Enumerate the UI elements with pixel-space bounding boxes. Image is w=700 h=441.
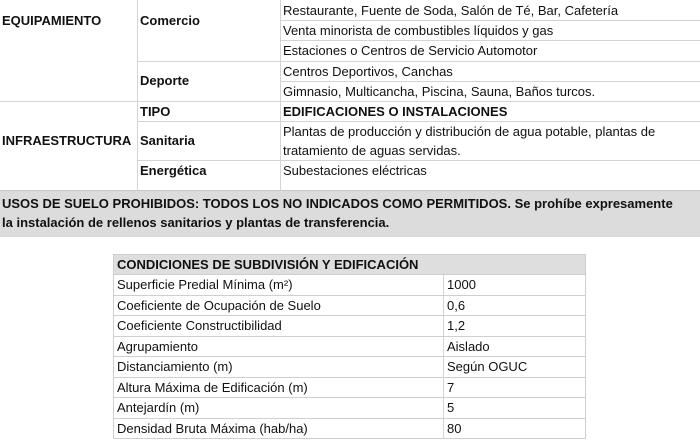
category-infraestructura: INFRAESTRUCTURA: [2, 133, 132, 148]
condition-value: Aislado: [447, 338, 490, 354]
use-item: Plantas de producción y distribución de …: [283, 124, 656, 139]
condition-row: Densidad Bruta Máxima (hab/ha) 80: [113, 418, 586, 439]
condition-value: 80: [447, 420, 462, 436]
condition-row: Superficie Predial Mínima (m²) 1000: [113, 275, 586, 296]
condition-label: Altura Máxima de Edificación (m): [117, 379, 308, 395]
condition-label: Coeficiente de Ocupación de Suelo: [117, 297, 321, 313]
condition-label: Superficie Predial Mínima (m²): [117, 277, 293, 292]
condition-value: Según OGUC: [447, 359, 528, 374]
use-item: Gimnasio, Multicancha, Piscina, Sauna, B…: [283, 84, 596, 99]
condition-value: 0,6: [447, 297, 466, 313]
use-item: Venta minorista de combustibles líquidos…: [283, 23, 554, 38]
use-item: Estaciones o Centros de Servicio Automot…: [283, 43, 538, 58]
condition-value: 7: [447, 379, 455, 395]
subcategory-comercio: Comercio: [140, 13, 200, 28]
condition-row: Antejardín (m) 5: [113, 398, 586, 419]
condition-row: Coeficiente Constructibilidad 1,2: [113, 316, 586, 337]
condition-row: Distanciamiento (m) Según OGUC: [113, 357, 586, 378]
use-item: Restaurante, Fuente de Soda, Salón de Té…: [283, 3, 619, 18]
condition-value: 5: [447, 400, 455, 415]
condition-label: Distanciamiento (m): [117, 359, 233, 374]
condition-label: Densidad Bruta Máxima (hab/ha): [117, 420, 308, 436]
condition-row: Agrupamiento Aislado: [113, 336, 586, 357]
subcategory-energetica: Energética: [140, 163, 207, 178]
category-equipamiento: EQUIPAMIENTO: [2, 13, 102, 28]
condition-value: 1,2: [447, 318, 466, 333]
condition-row: Coeficiente de Ocupación de Suelo 0,6: [113, 295, 586, 316]
condition-label: Agrupamiento: [117, 338, 198, 354]
conditions-table: CONDICIONES DE SUBDIVISIÓN Y EDIFICACIÓN…: [113, 254, 586, 439]
use-item: Centros Deportivos, Canchas: [283, 64, 453, 79]
tipo-header: EDIFICACIONES O INSTALACIONES: [283, 104, 508, 119]
subcategory-sanitaria: Sanitaria: [140, 133, 195, 148]
prohibited-uses: USOS DE SUELO PROHIBIDOS: TODOS LOS NO I…: [0, 190, 700, 237]
conditions-title: CONDICIONES DE SUBDIVISIÓN Y EDIFICACIÓN: [117, 257, 419, 272]
use-item: Subestaciones eléctricas: [283, 163, 427, 178]
prohibited-line-1: USOS DE SUELO PROHIBIDOS: TODOS LOS NO I…: [2, 196, 673, 211]
condition-label: Coeficiente Constructibilidad: [117, 318, 282, 333]
subcategory-deporte: Deporte: [140, 73, 190, 88]
tipo-label: TIPO: [140, 104, 171, 119]
condition-value: 1000: [447, 277, 476, 292]
condition-row: Altura Máxima de Edificación (m) 7: [113, 377, 586, 398]
use-item: tratamiento de aguas servidas.: [283, 143, 461, 158]
condition-label: Antejardín (m): [117, 400, 200, 415]
prohibited-line-2: la instalación de rellenos sanitarios y …: [2, 215, 390, 230]
